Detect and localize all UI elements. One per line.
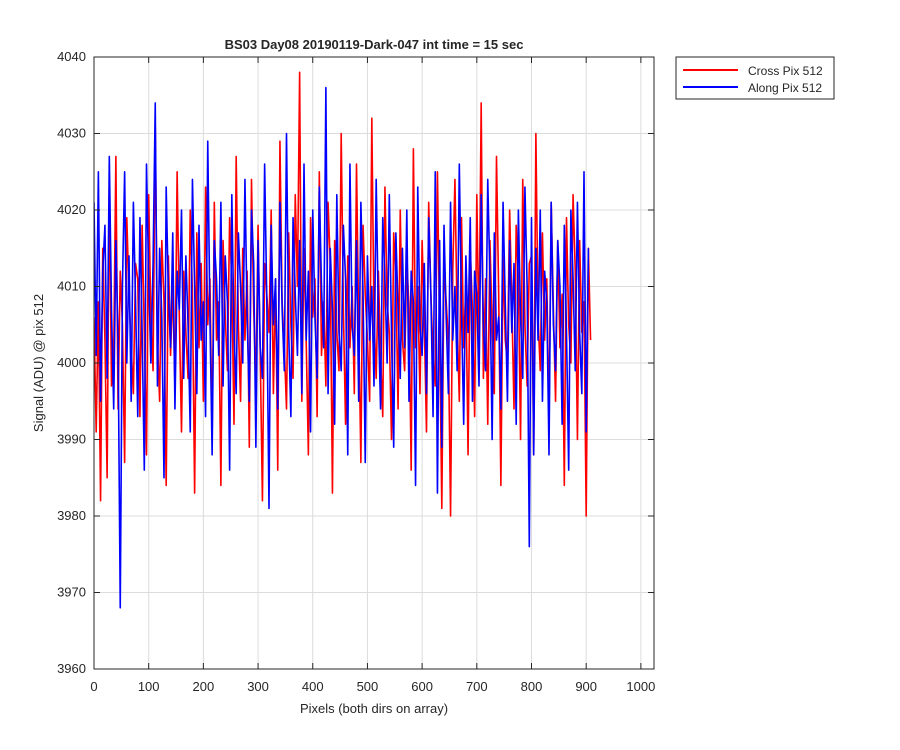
y-tick-labels: 3960 3970 3980 3990 4000 4010 4020 4030 4040 bbox=[57, 49, 86, 676]
x-tick-labels: 0 100 200 300 400 500 600 700 800 900 1000 bbox=[90, 679, 655, 694]
series-layer bbox=[94, 71, 592, 609]
x-tick-label: 900 bbox=[575, 679, 597, 694]
y-tick-label: 4020 bbox=[57, 202, 86, 217]
y-axis-label: Signal (ADU) @ pix 512 bbox=[31, 294, 46, 432]
y-tick-label: 4030 bbox=[57, 126, 86, 141]
legend-label-cross-pix: Cross Pix 512 bbox=[748, 64, 823, 78]
tick-marks bbox=[93, 56, 654, 670]
y-tick-label: 4000 bbox=[57, 355, 86, 370]
x-tick-label: 700 bbox=[466, 679, 488, 694]
x-tick-label: 400 bbox=[302, 679, 324, 694]
y-tick-label: 4040 bbox=[57, 49, 86, 64]
x-tick-label: 200 bbox=[193, 679, 215, 694]
legend[interactable]: Cross Pix 512 Along Pix 512 bbox=[675, 56, 835, 100]
y-tick-label: 3970 bbox=[57, 585, 86, 600]
y-tick-label: 4010 bbox=[57, 279, 86, 294]
x-tick-label: 0 bbox=[90, 679, 97, 694]
x-tick-label: 300 bbox=[247, 679, 269, 694]
y-tick-label: 3990 bbox=[57, 432, 86, 447]
legend-label-along-pix: Along Pix 512 bbox=[748, 81, 822, 95]
x-tick-label: 500 bbox=[357, 679, 379, 694]
chart-title: BS03 Day08 20190119-Dark-047 int time = … bbox=[225, 37, 524, 52]
x-tick-label: 800 bbox=[521, 679, 543, 694]
y-tick-label: 3960 bbox=[57, 661, 86, 676]
x-tick-label: 100 bbox=[138, 679, 160, 694]
y-tick-label: 3980 bbox=[57, 508, 86, 523]
series-line-along-pix-512 bbox=[94, 86, 590, 609]
x-axis-label: Pixels (both dirs on array) bbox=[300, 701, 448, 716]
legend-box bbox=[675, 56, 835, 100]
x-tick-label: 1000 bbox=[626, 679, 655, 694]
x-tick-label: 600 bbox=[411, 679, 433, 694]
